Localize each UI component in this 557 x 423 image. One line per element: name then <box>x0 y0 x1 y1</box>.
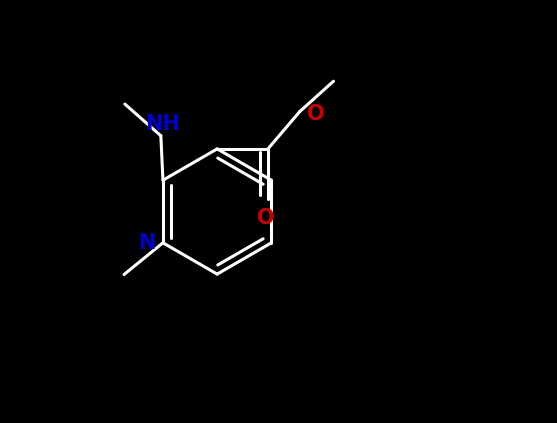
Text: NH: NH <box>145 114 180 134</box>
Text: O: O <box>307 104 325 124</box>
Text: O: O <box>257 208 275 228</box>
Text: N: N <box>138 233 155 253</box>
